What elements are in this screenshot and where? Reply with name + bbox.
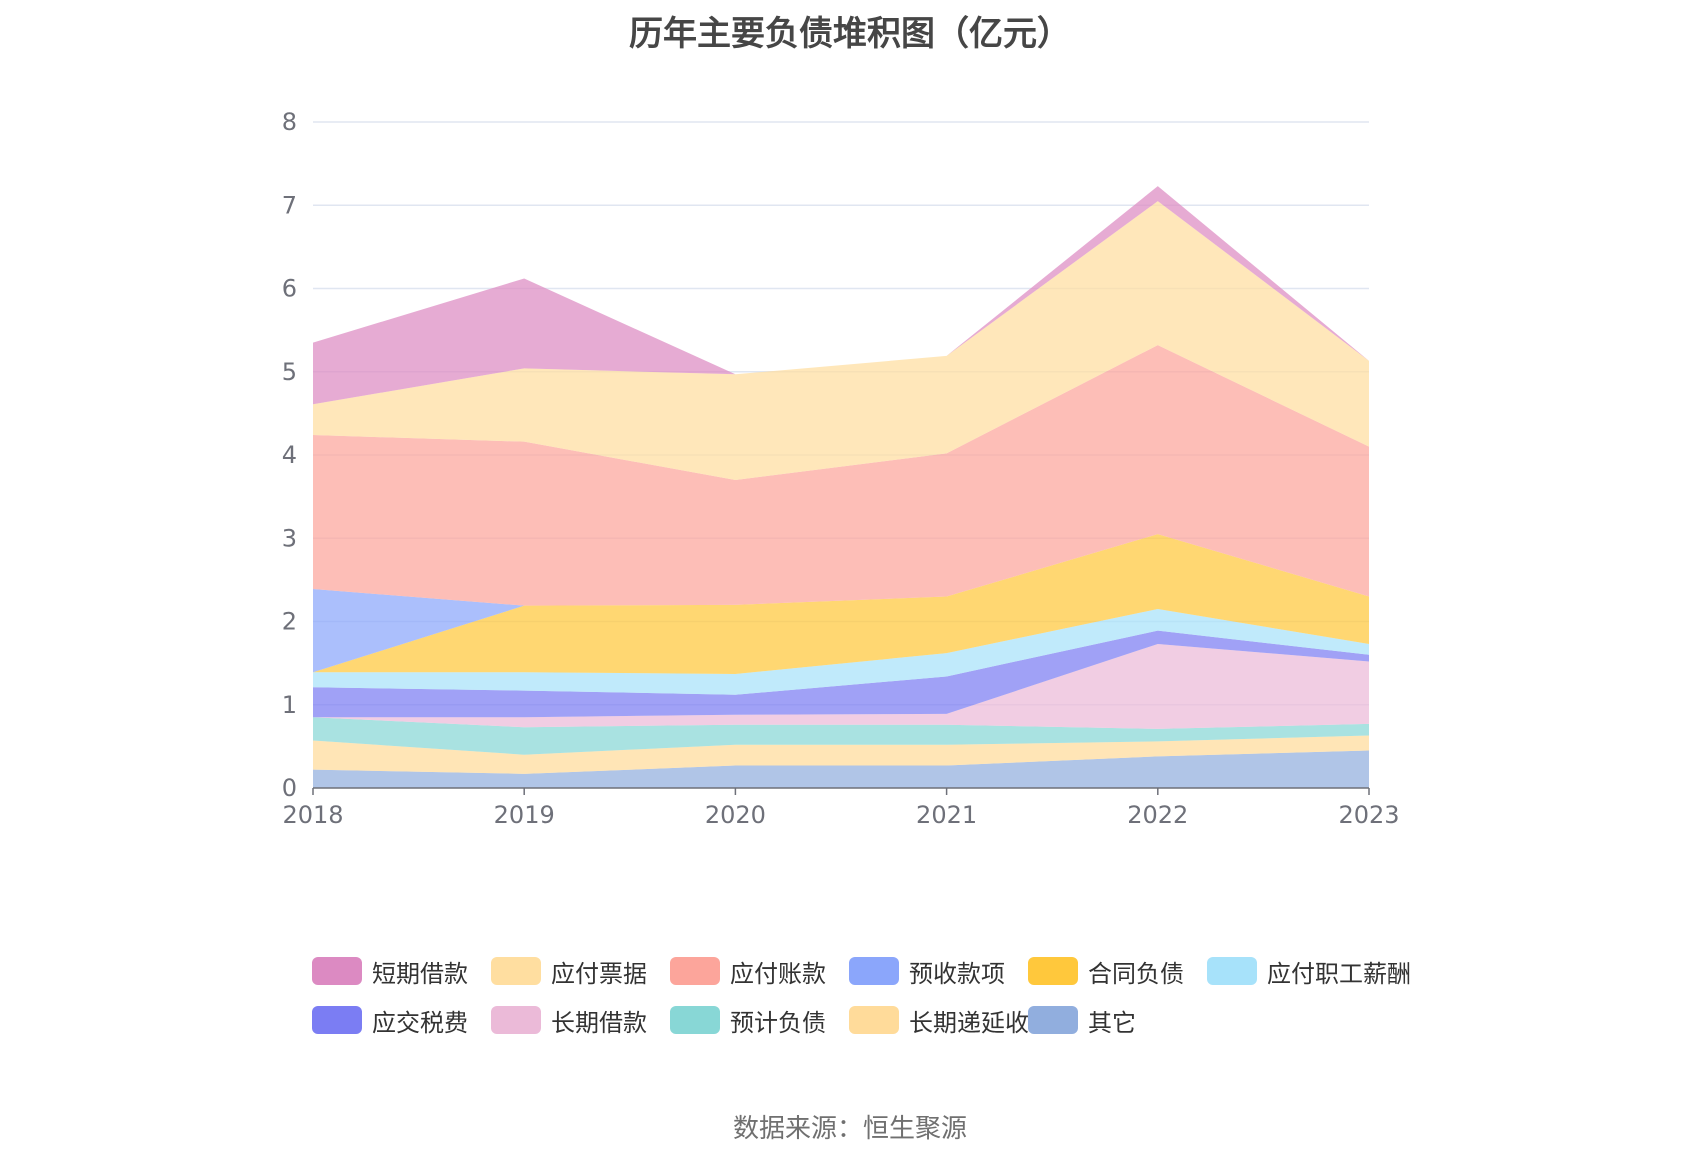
legend-swatch [491, 1006, 541, 1034]
y-tick-label: 8 [282, 108, 297, 136]
area-series-短期借款 [313, 186, 1369, 405]
legend-item[interactable]: 长期递延收益 [849, 1004, 1053, 1037]
legend-swatch [670, 957, 720, 985]
y-tick-label: 2 [282, 608, 297, 636]
legend-label: 应付账款 [730, 959, 826, 988]
legend-item[interactable]: 预收款项 [849, 955, 1005, 988]
y-tick-label: 0 [282, 774, 297, 802]
area-series-合同负债 [313, 534, 1369, 674]
x-tick-label: 2019 [494, 801, 555, 829]
legend-label: 其它 [1088, 1008, 1136, 1037]
legend-label: 预收款项 [909, 959, 1005, 988]
legend-item[interactable]: 合同负债 [1028, 955, 1184, 988]
legend-swatch [1028, 957, 1078, 985]
y-tick-label: 6 [282, 275, 297, 303]
x-tick-label: 2021 [916, 801, 977, 829]
legend-swatch [1028, 1006, 1078, 1034]
legend-swatch [491, 957, 541, 985]
axes: 0 1 2 3 4 5 6 7 8 2018 2019 2020 2021 2022 2023 [282, 108, 1400, 829]
area-series-长期递延收益 [313, 735, 1369, 774]
legend-label: 合同负债 [1088, 959, 1184, 988]
legend-item[interactable]: 应付职工薪酬 [1207, 955, 1411, 988]
legend-label: 预计负债 [730, 1008, 826, 1037]
area-series-应付票据 [313, 201, 1369, 480]
legend-label: 短期借款 [372, 959, 468, 988]
legend-label: 应付职工薪酬 [1267, 959, 1411, 988]
area-series-应付职工薪酬 [313, 609, 1369, 695]
legend-item[interactable]: 短期借款 [312, 955, 468, 988]
y-tick-label: 3 [282, 524, 297, 552]
legend-item[interactable]: 其它 [1028, 1004, 1136, 1037]
legend-item[interactable]: 应交税费 [312, 1004, 468, 1037]
legend-swatch [312, 1006, 362, 1034]
y-tick-label: 7 [282, 191, 297, 219]
area-series-应付账款 [313, 345, 1369, 606]
x-tick-label: 2018 [282, 801, 343, 829]
area-series-长期借款 [313, 643, 1369, 729]
y-tick-label: 1 [282, 691, 297, 719]
legend-swatch [1207, 957, 1257, 985]
legend-swatch [849, 1006, 899, 1034]
legend-label: 应交税费 [372, 1008, 468, 1037]
data-source: 数据来源：恒生聚源 [732, 1114, 967, 1144]
x-tick-label: 2020 [705, 801, 766, 829]
y-tick-label: 5 [282, 358, 297, 386]
stacked-areas [313, 186, 1369, 788]
y-tick-label: 4 [282, 441, 297, 469]
legend-swatch [312, 957, 362, 985]
legend-swatch [670, 1006, 720, 1034]
x-tick-label: 2022 [1127, 801, 1188, 829]
legend-label: 应付票据 [551, 959, 647, 988]
legend-swatch [849, 957, 899, 985]
legend-item[interactable]: 长期借款 [491, 1004, 647, 1037]
legend-label: 长期借款 [551, 1008, 647, 1037]
x-tick-label: 2023 [1338, 801, 1399, 829]
area-series-预计负债 [313, 717, 1369, 755]
legend-item[interactable]: 应付账款 [670, 955, 826, 988]
legend-item[interactable]: 预计负债 [670, 1004, 826, 1037]
area-series-其它 [313, 750, 1369, 788]
legend-item[interactable]: 应付票据 [491, 955, 647, 988]
chart-title: 历年主要负债堆积图（亿元） [629, 14, 1071, 54]
area-series-应交税费 [313, 630, 1369, 718]
